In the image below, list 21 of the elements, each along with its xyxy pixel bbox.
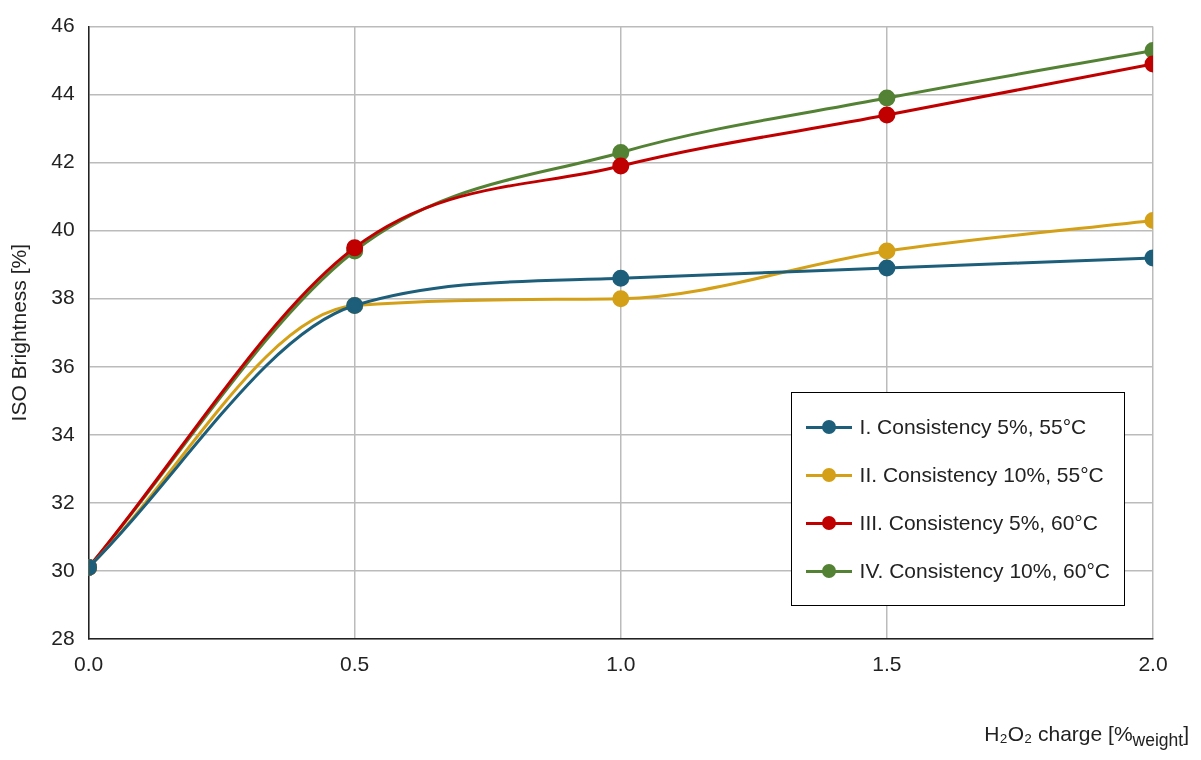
y-tick-label: 38 [51,285,75,309]
x-axis-title: H₂O₂ charge [%$_{weight}$] [984,722,1189,752]
y-tick-label: 36 [51,353,75,377]
y-tick-label: 34 [51,421,75,445]
y-tick-label: 40 [51,217,75,241]
y-tick-label: 30 [51,557,75,581]
x-tick-label: 1.5 [872,652,902,676]
legend-label: IV. Consistency 10%, 60°C [859,559,1110,583]
y-tick-label: 28 [51,625,75,649]
legend-label: I. Consistency 5%, 55°C [859,415,1087,439]
legend-label: III. Consistency 5%, 60°C [859,511,1098,535]
y-tick-label: 44 [51,81,75,105]
legend-label: II. Consistency 10%, 55°C [859,463,1104,487]
x-tick-label: 0.0 [73,652,104,676]
x-tick-label: 0.5 [340,652,370,676]
y-tick-label: 32 [51,489,75,513]
x-tick-label: 2.0 [1138,652,1168,676]
y-tick-label: 42 [51,149,75,173]
y-axis-title: ISO Brightness [%] [7,244,31,422]
y-tick-label: 46 [51,13,75,37]
x-tick-label: 1.0 [606,652,636,676]
